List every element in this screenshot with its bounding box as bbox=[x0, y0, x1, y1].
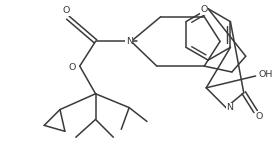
Text: O: O bbox=[62, 6, 70, 15]
Text: N: N bbox=[226, 103, 233, 112]
Text: OH: OH bbox=[258, 70, 273, 78]
Text: N: N bbox=[126, 37, 133, 46]
Text: O: O bbox=[201, 5, 208, 14]
Text: O: O bbox=[256, 112, 263, 121]
Text: O: O bbox=[68, 63, 76, 72]
